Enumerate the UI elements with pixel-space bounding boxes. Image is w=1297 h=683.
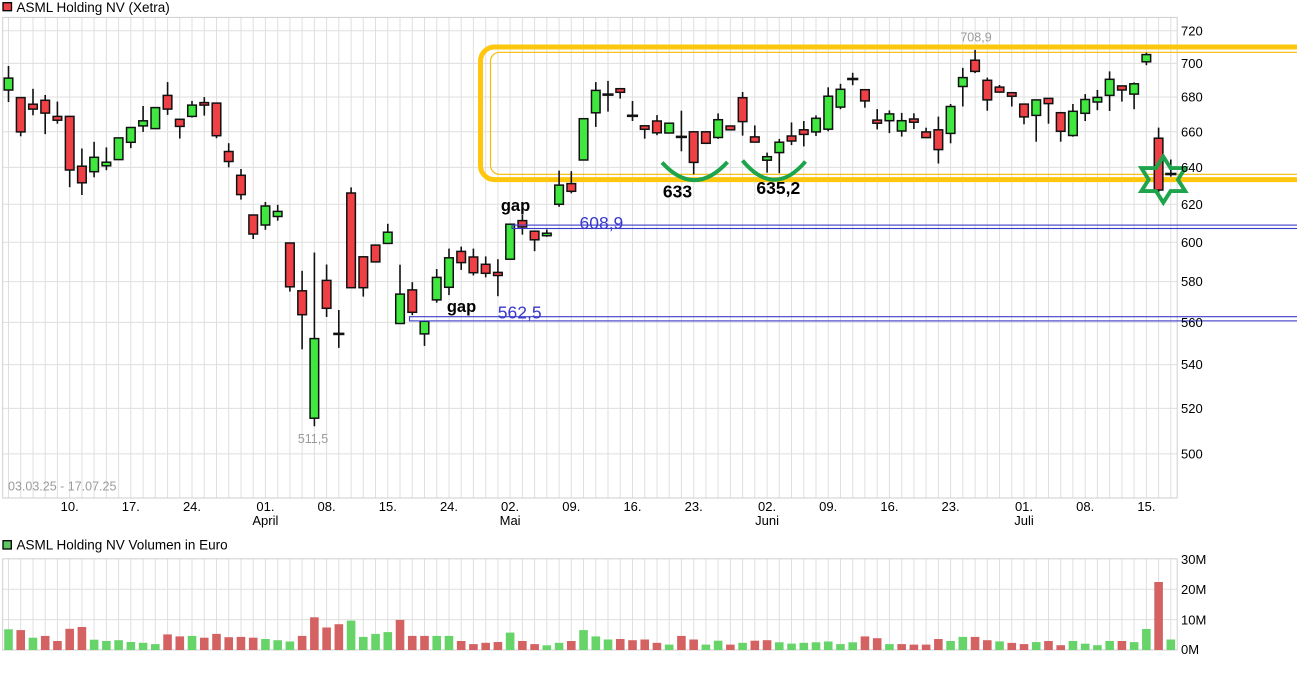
svg-text:720: 720: [1181, 23, 1203, 38]
svg-text:01.: 01.: [1015, 499, 1033, 514]
svg-text:02.: 02.: [501, 499, 519, 514]
svg-text:09.: 09.: [819, 499, 837, 514]
svg-text:23.: 23.: [942, 499, 960, 514]
svg-text:0M: 0M: [1181, 642, 1199, 657]
svg-text:560: 560: [1181, 315, 1203, 330]
svg-text:Juli: Juli: [1014, 513, 1034, 528]
svg-text:01.: 01.: [256, 499, 274, 514]
svg-text:520: 520: [1181, 401, 1203, 416]
svg-text:640: 640: [1181, 160, 1203, 175]
svg-text:608,9: 608,9: [580, 213, 624, 233]
svg-text:15.: 15.: [379, 499, 397, 514]
svg-text:15.: 15.: [1137, 499, 1155, 514]
svg-text:633: 633: [663, 182, 692, 202]
svg-text:680: 680: [1181, 90, 1203, 105]
svg-text:540: 540: [1181, 357, 1203, 372]
svg-text:620: 620: [1181, 197, 1203, 212]
svg-text:708,9: 708,9: [960, 31, 991, 45]
svg-text:02.: 02.: [758, 499, 776, 514]
svg-text:30M: 30M: [1181, 552, 1206, 567]
svg-text:10.: 10.: [61, 499, 79, 514]
svg-text:17.: 17.: [122, 499, 140, 514]
svg-text:635,2: 635,2: [756, 178, 800, 198]
svg-text:20M: 20M: [1181, 582, 1206, 597]
svg-text:562,5: 562,5: [498, 302, 542, 322]
svg-text:Mai: Mai: [500, 513, 521, 528]
svg-text:500: 500: [1181, 447, 1203, 462]
svg-text:09.: 09.: [562, 499, 580, 514]
svg-text:Juni: Juni: [755, 513, 779, 528]
svg-text:700: 700: [1181, 56, 1203, 71]
svg-text:03.03.25 - 17.07.25: 03.03.25 - 17.07.25: [8, 480, 116, 494]
svg-text:gap: gap: [501, 197, 530, 215]
svg-text:511,5: 511,5: [298, 432, 328, 446]
svg-text:ASML Holding NV Volumen in Eur: ASML Holding NV Volumen in Euro: [17, 538, 228, 553]
svg-text:08.: 08.: [318, 499, 336, 514]
svg-text:16.: 16.: [623, 499, 641, 514]
svg-text:23.: 23.: [685, 499, 703, 514]
svg-text:24.: 24.: [183, 499, 201, 514]
svg-text:10M: 10M: [1181, 612, 1206, 627]
svg-text:08.: 08.: [1076, 499, 1094, 514]
svg-text:April: April: [252, 513, 278, 528]
svg-text:660: 660: [1181, 124, 1203, 139]
svg-text:600: 600: [1181, 235, 1203, 250]
svg-text:gap: gap: [447, 298, 476, 316]
svg-text:16.: 16.: [880, 499, 898, 514]
svg-text:24.: 24.: [440, 499, 458, 514]
svg-text:580: 580: [1181, 274, 1203, 289]
svg-text:ASML Holding NV (Xetra): ASML Holding NV (Xetra): [17, 0, 170, 15]
